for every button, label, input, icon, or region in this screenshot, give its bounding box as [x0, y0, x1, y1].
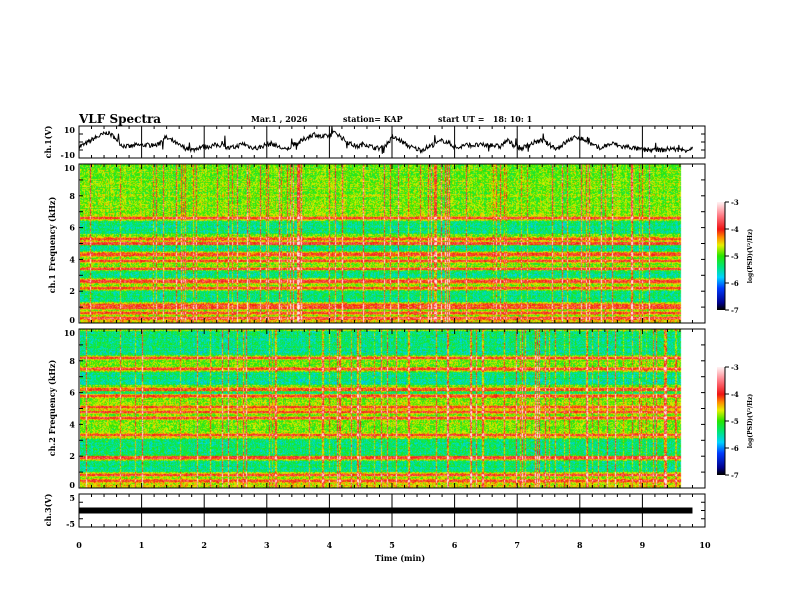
panel-frame-2 [78, 328, 706, 489]
x-tick-label: 3 [264, 540, 270, 550]
colorbar-tick-label: -5 [731, 417, 739, 426]
colorbar-tick-label: -6 [731, 279, 739, 288]
colorbar-tick-label: -3 [731, 363, 739, 372]
ch2-spec-ylabel: ch.2 Frequency (kHz) [47, 360, 57, 457]
panel-frame-1 [78, 163, 706, 324]
x-tick-label: 9 [640, 540, 646, 550]
y-tick-label: -10 [61, 150, 76, 160]
y-tick-label: 2 [69, 286, 75, 296]
ch3-trace [79, 507, 693, 514]
colorbar-tick-label: -5 [731, 252, 739, 261]
ch1-spec-ylabel: ch.1 Frequency (kHz) [47, 197, 57, 294]
y-tick-label: 5 [69, 493, 75, 503]
y-tick-label: 10 [64, 328, 76, 338]
ch2-colorbar-label: log(PSD)(V²/Hz) [747, 394, 754, 449]
ch1-ylabel: ch.1(V) [43, 125, 53, 158]
y-tick-label: 8 [69, 356, 75, 366]
ch2-colorbar [717, 367, 725, 475]
ch1-colorbar-label: log(PSD)(V²/Hz) [747, 229, 754, 284]
colorbar-tick-label: -6 [731, 444, 739, 453]
y-tick-label: -5 [66, 519, 75, 529]
x-tick-label: 5 [389, 540, 395, 550]
x-tick-label: 0 [76, 540, 82, 550]
ch1-trace [78, 125, 693, 154]
x-tick-label: 2 [201, 540, 207, 550]
ch1-colorbar [717, 202, 725, 310]
y-tick-label: 10 [64, 125, 76, 135]
date-label: Mar.1 , 2026 [251, 114, 308, 124]
colorbar-tick-label: -7 [731, 306, 739, 315]
y-tick-label: 8 [69, 191, 75, 201]
y-tick-label: 10 [64, 163, 76, 173]
start-time-label: start UT = 18: 10: 1 [438, 114, 532, 124]
x-tick-label: 6 [452, 540, 458, 550]
y-tick-label: 0 [69, 480, 75, 490]
y-tick-label: 0 [69, 315, 75, 325]
ch3-ylabel: ch.3(V) [43, 493, 53, 526]
colorbar-tick-label: -4 [731, 390, 739, 399]
ch1-spectrogram [80, 164, 693, 323]
x-tick-label: 7 [514, 540, 520, 550]
x-axis-label: Time (min) [375, 553, 425, 563]
y-tick-label: 2 [69, 451, 75, 461]
colorbar-tick-label: -7 [731, 471, 739, 480]
y-tick-label: 6 [69, 388, 75, 398]
x-tick-label: 1 [139, 540, 145, 550]
colorbar-tick-label: -4 [731, 225, 739, 234]
x-tick-label: 10 [699, 540, 711, 550]
y-tick-label: 4 [69, 419, 75, 429]
y-tick-label: 4 [69, 254, 75, 264]
x-tick-label: 4 [327, 540, 333, 550]
station-label: station= KAP [343, 114, 403, 124]
figure-title: VLF Spectra [78, 112, 161, 126]
colorbar-tick-label: -3 [731, 198, 739, 207]
ch2-spectrogram [80, 329, 693, 488]
x-tick-label: 8 [577, 540, 583, 550]
y-tick-label: 6 [69, 223, 75, 233]
